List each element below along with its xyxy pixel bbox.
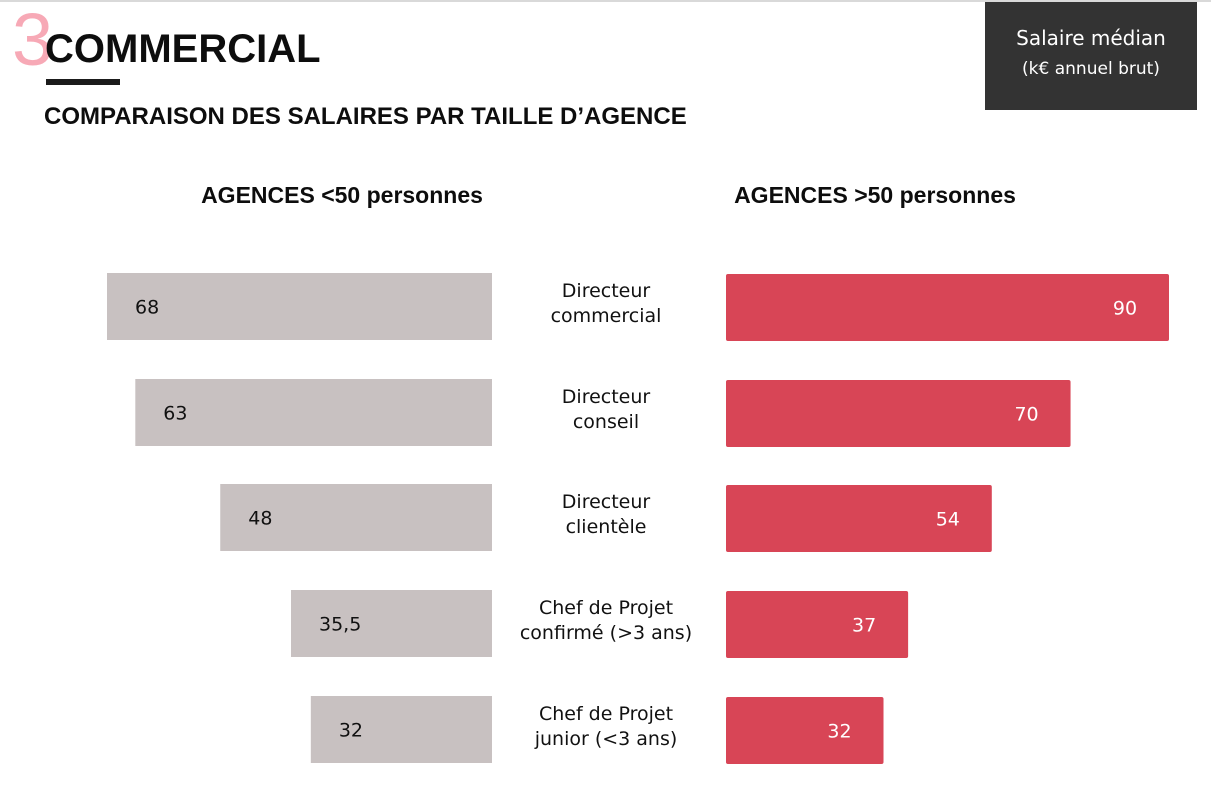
- bar-large-agency: [726, 274, 1169, 341]
- category-label: Chef de Projet confirmé (>3 ans): [520, 597, 692, 644]
- bar-label-large-agency: 90: [1113, 298, 1137, 320]
- bar-small-agency: [291, 590, 492, 657]
- category-label: Directeur commercial: [551, 280, 662, 327]
- bar-label-small-agency: 68: [135, 297, 159, 319]
- page-subtitle: COMPARAISON DES SALAIRES PAR TAILLE D’AG…: [44, 103, 687, 130]
- bar-label-large-agency: 54: [936, 509, 960, 531]
- right-panel-header: AGENCES >50 personnes: [734, 182, 1016, 208]
- category-label: Chef de Projet junior (<3 ans): [534, 703, 678, 750]
- bar-label-small-agency: 48: [248, 508, 272, 530]
- left-panel-header: AGENCES <50 personnes: [201, 182, 483, 208]
- unit-box-title: Salaire médian: [1016, 26, 1166, 50]
- bar-large-agency: [726, 380, 1071, 447]
- category-label: Directeur clientèle: [562, 491, 651, 538]
- bar-label-small-agency: 32: [339, 720, 363, 742]
- bar-large-agency: [726, 485, 992, 552]
- section-number: 3: [12, 0, 54, 81]
- bar-label-large-agency: 32: [827, 721, 851, 743]
- bar-label-small-agency: 35,5: [319, 614, 361, 636]
- bar-small-agency: [220, 484, 492, 551]
- title-underline: [46, 79, 120, 85]
- bar-small-agency: [310, 696, 492, 763]
- unit-box: Salaire médian (k€ annuel brut): [985, 2, 1197, 110]
- bar-label-large-agency: 37: [852, 615, 876, 637]
- unit-box-unit: (k€ annuel brut): [1022, 59, 1160, 79]
- bar-label-small-agency: 63: [163, 403, 187, 425]
- bar-small-agency: [135, 379, 492, 446]
- bar-large-agency: [726, 697, 884, 764]
- top-border: [0, 0, 1211, 2]
- page-title: COMMERCIAL: [45, 27, 321, 71]
- bar-label-large-agency: 70: [1014, 404, 1038, 426]
- category-label: Directeur conseil: [562, 386, 651, 433]
- bar-small-agency: [107, 273, 492, 340]
- bar-large-agency: [726, 591, 909, 658]
